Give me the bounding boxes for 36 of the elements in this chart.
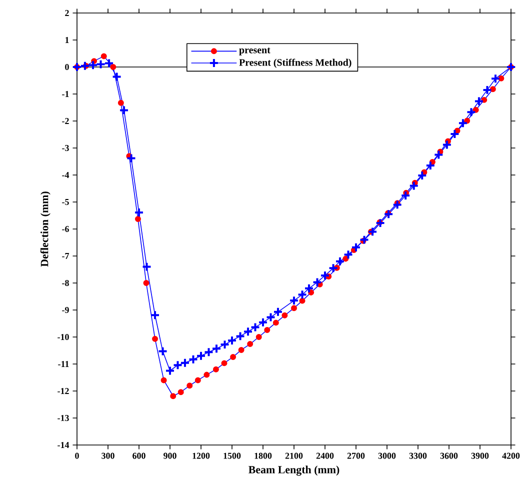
- y-tick-label: -3: [62, 144, 69, 152]
- y-tick-label: -12: [58, 388, 69, 394]
- x-tick-label: 2100: [285, 452, 303, 459]
- x-tick-label: 4200: [502, 452, 520, 459]
- x-tick-label: 3000: [378, 452, 396, 459]
- y-tick-label: -9: [62, 306, 69, 314]
- x-tick-label: 3600: [440, 452, 458, 459]
- legend-label: present: [239, 48, 270, 56]
- x-tick-label: 300: [102, 452, 114, 459]
- x-tick-label: 1500: [224, 452, 241, 459]
- y-tick-label: -8: [62, 280, 69, 286]
- x-tick-label: 1800: [254, 452, 272, 459]
- y-tick-label: -4: [62, 172, 70, 178]
- x-tick-label: 0: [75, 452, 79, 459]
- x-axis-title: Beam Length (mm): [248, 466, 340, 476]
- y-tick-label: -5: [62, 199, 69, 205]
- y-tick-label: -6: [62, 226, 69, 232]
- x-tick-label: 1200: [192, 452, 210, 459]
- y-tick-label: 1: [65, 37, 69, 43]
- x-tick-label: 3300: [409, 452, 427, 459]
- y-tick-label: -14: [58, 442, 70, 448]
- y-tick-label: -7: [62, 253, 70, 259]
- legend-label: Present (Stiffness Method): [239, 58, 352, 68]
- x-tick-label: 2700: [347, 452, 365, 459]
- y-tick-label: -1: [62, 91, 69, 97]
- x-tick-label: 3900: [471, 452, 489, 459]
- y-axis-title: Deflection (mm): [40, 192, 50, 267]
- y-tick-label: 2: [65, 10, 69, 16]
- x-tick-label: 600: [132, 452, 146, 459]
- y-tick-label: -10: [58, 334, 69, 340]
- y-tick-label: -2: [62, 118, 69, 124]
- y-tick-label: 0: [65, 64, 69, 70]
- x-tick-label: 2400: [316, 452, 334, 459]
- y-tick-label: -13: [58, 414, 69, 422]
- x-tick-label: 900: [164, 452, 176, 459]
- y-tick-label: -11: [58, 361, 69, 367]
